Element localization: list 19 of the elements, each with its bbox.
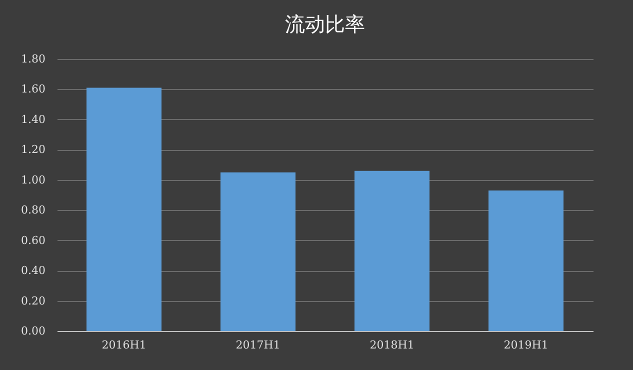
y-tick-label: 0.40 (21, 264, 46, 278)
y-tick-label: 1.00 (21, 173, 46, 186)
x-tick-label: 2019H1 (504, 338, 548, 352)
y-tick-label: 0.00 (21, 324, 46, 338)
bar (220, 172, 296, 331)
y-tick-label: 0.60 (21, 234, 46, 247)
bar (86, 88, 162, 331)
y-tick-label: 1.60 (21, 82, 46, 96)
x-tick-label: 2017H1 (236, 338, 280, 352)
x-tick-label: 2016H1 (102, 338, 146, 352)
y-tick-label: 1.80 (21, 52, 46, 66)
x-tick-label: 2018H1 (370, 338, 414, 352)
y-tick-label: 0.20 (21, 294, 46, 308)
y-tick-label: 0.80 (21, 204, 46, 217)
bar (354, 170, 430, 331)
bar (488, 190, 564, 331)
y-tick-label: 1.20 (21, 143, 46, 156)
y-tick-label: 1.40 (21, 112, 46, 126)
chart-title: 流动比率 (285, 12, 365, 36)
